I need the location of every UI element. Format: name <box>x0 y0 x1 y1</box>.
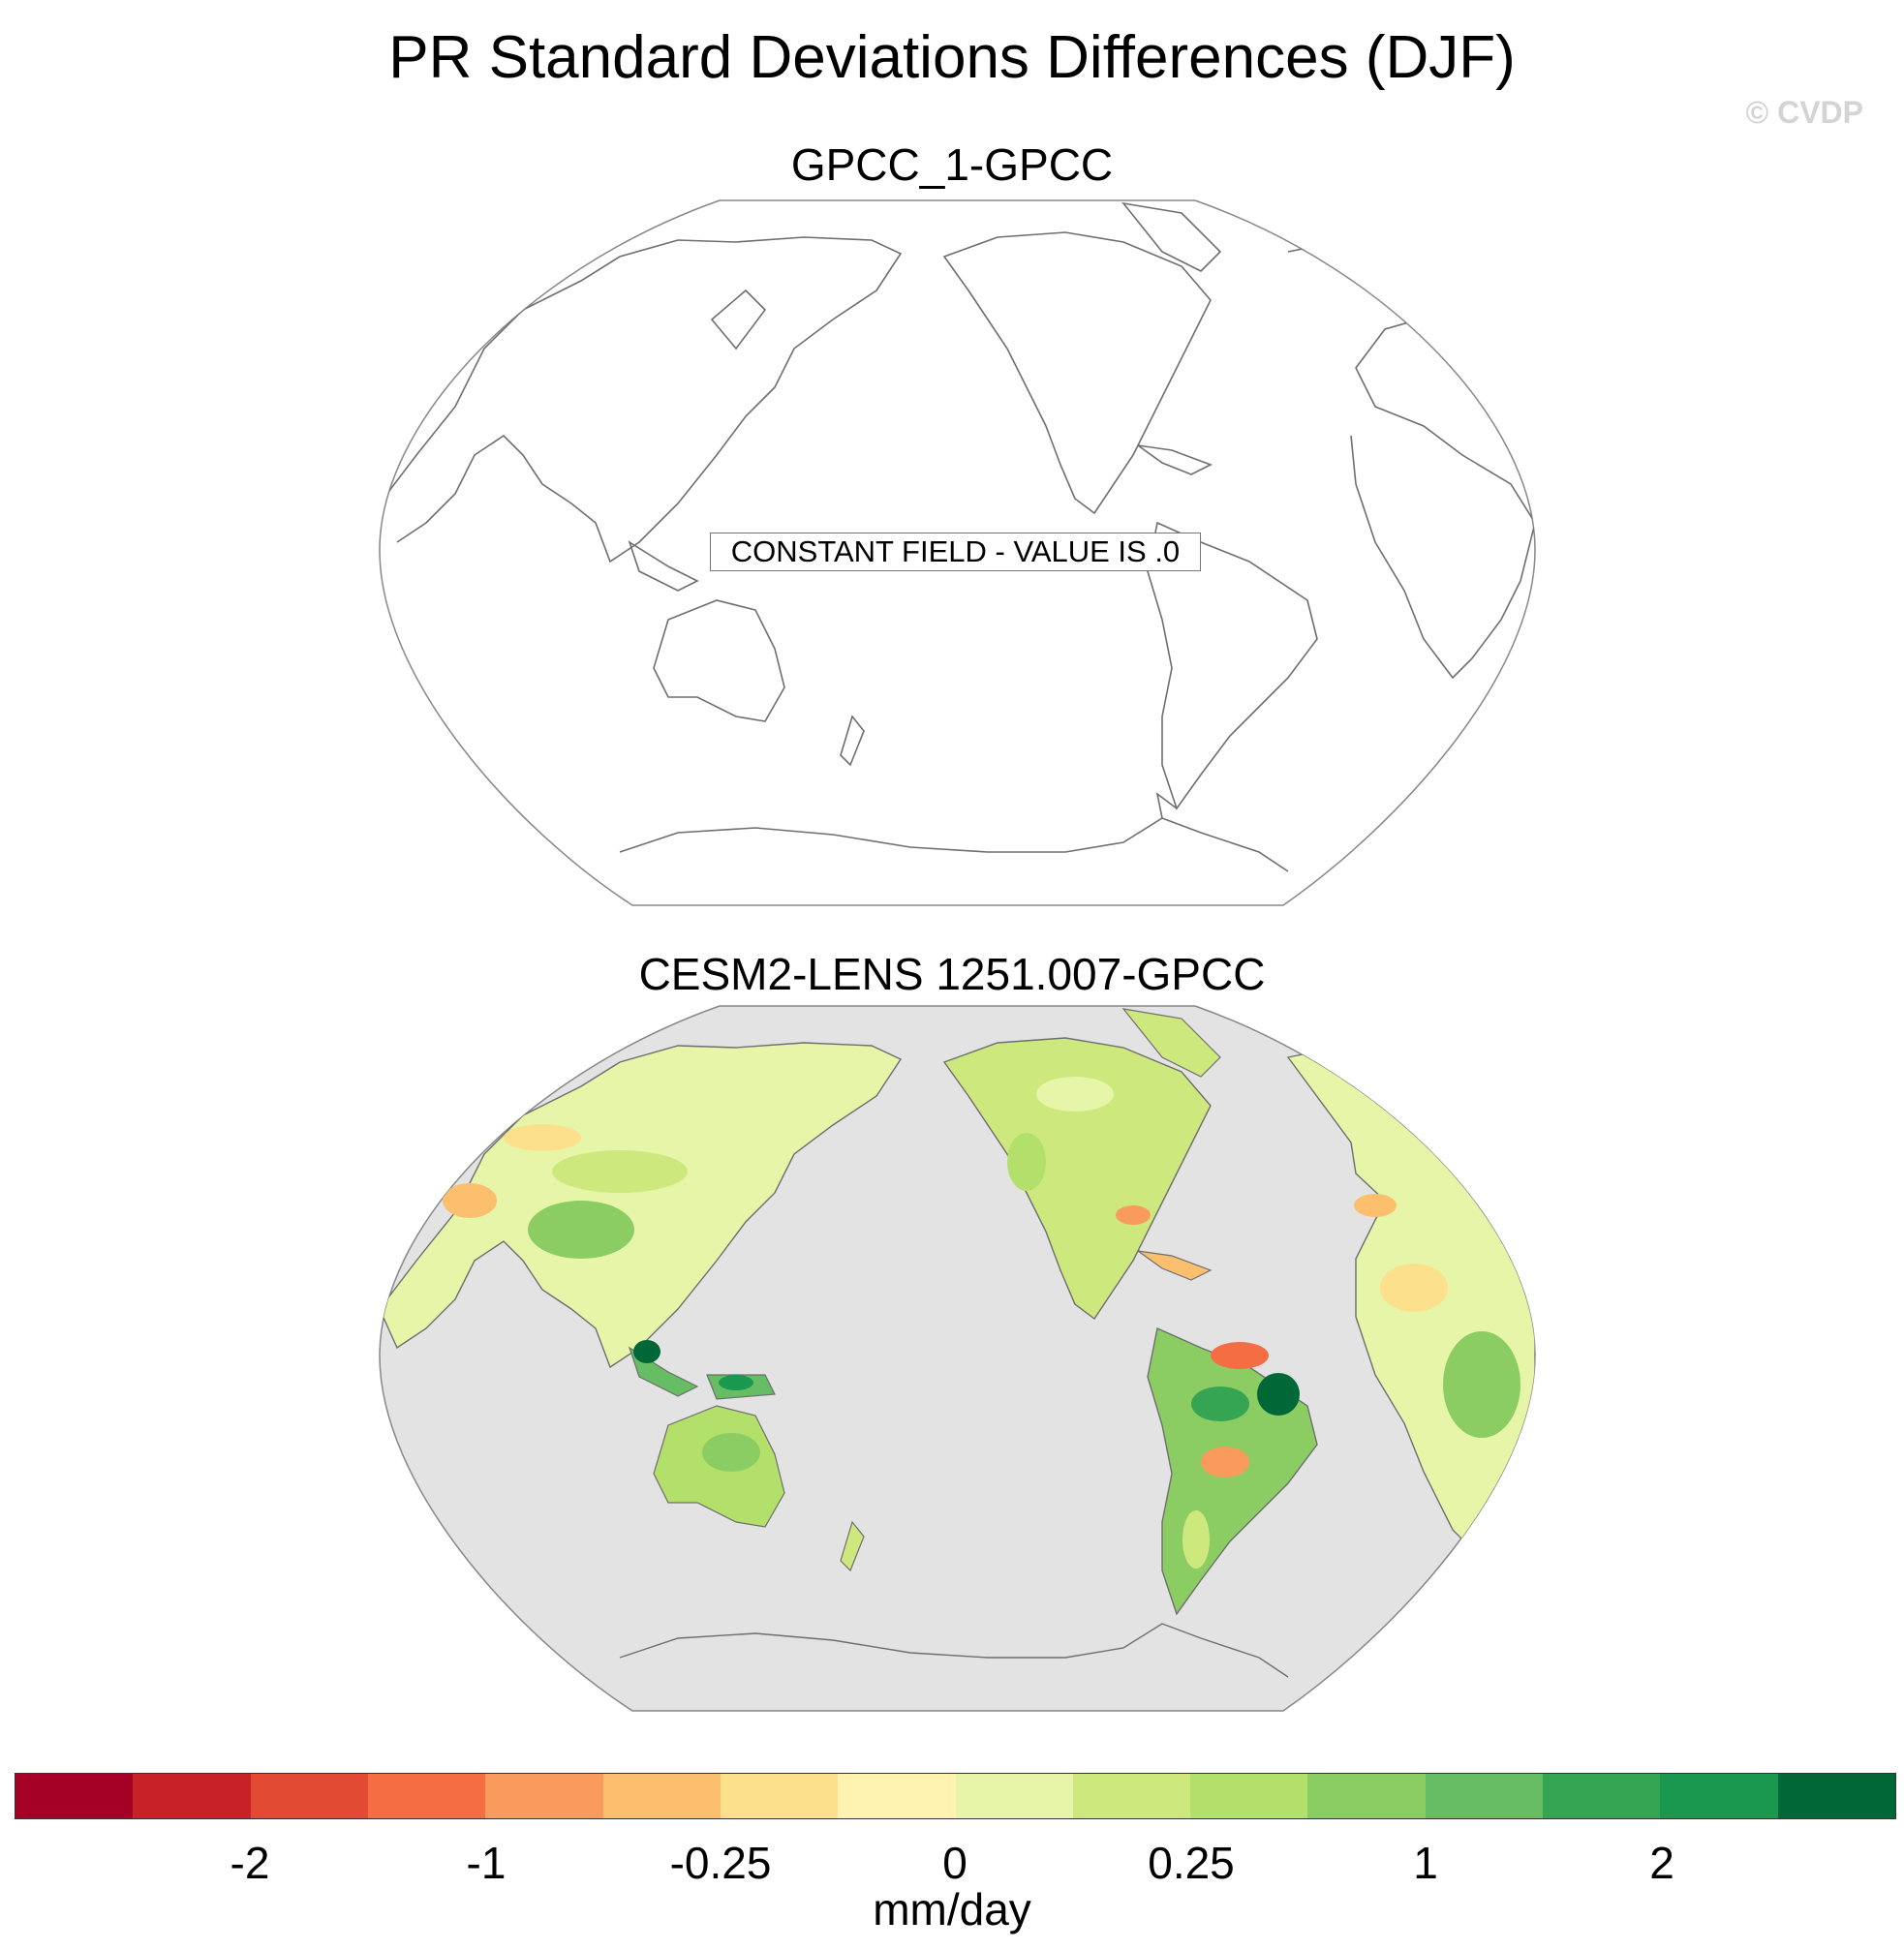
colorbar-swatch <box>1660 1774 1778 1818</box>
colorbar-swatch <box>1190 1774 1308 1818</box>
colorbar-swatch <box>1543 1774 1661 1818</box>
colorbar-tick-label: 0.25 <box>1148 1838 1235 1888</box>
colorbar-swatch <box>602 1774 721 1818</box>
colorbar-tick-label: -2 <box>230 1838 270 1888</box>
colorbar-swatch <box>133 1774 251 1818</box>
colorbar-tick-label: -1 <box>466 1838 507 1888</box>
colorbar <box>15 1773 1896 1819</box>
colorbar-swatch <box>955 1774 1073 1818</box>
colorbar-swatch <box>15 1774 134 1818</box>
colorbar-units: mm/day <box>873 1884 1031 1935</box>
colorbar-swatch <box>250 1774 368 1818</box>
land-asia <box>380 1042 903 1369</box>
colorbar-swatch <box>1777 1774 1895 1818</box>
colorbar-tick-label: 2 <box>1649 1838 1674 1888</box>
cvdp-credit-watermark: © CVDP <box>1745 95 1863 130</box>
panel-1-coastlines <box>380 201 1535 872</box>
figure-title: PR Standard Deviations Differences (DJF) <box>388 24 1516 91</box>
constant-field-note: CONSTANT FIELD - VALUE IS .0 <box>710 533 1201 571</box>
colorbar-swatch <box>1307 1774 1426 1818</box>
colorbar-tick-label: 0 <box>942 1838 967 1888</box>
colorbar-swatch <box>1072 1774 1191 1818</box>
colorbar-swatch <box>367 1774 486 1818</box>
colorbar-swatch <box>838 1774 956 1818</box>
panel-2-map <box>379 1005 1536 1712</box>
panel-1-title: GPCC_1-GPCC <box>790 139 1114 190</box>
colorbar-swatch <box>485 1774 603 1818</box>
colorbar-tick-label: 1 <box>1413 1838 1438 1888</box>
panel-2-title: CESM2-LENS 1251.007-GPCC <box>638 949 1266 999</box>
colorbar-swatch <box>1425 1774 1544 1818</box>
colorbar-swatch <box>720 1774 839 1818</box>
colorbar-tick-label: -0.25 <box>669 1838 772 1888</box>
